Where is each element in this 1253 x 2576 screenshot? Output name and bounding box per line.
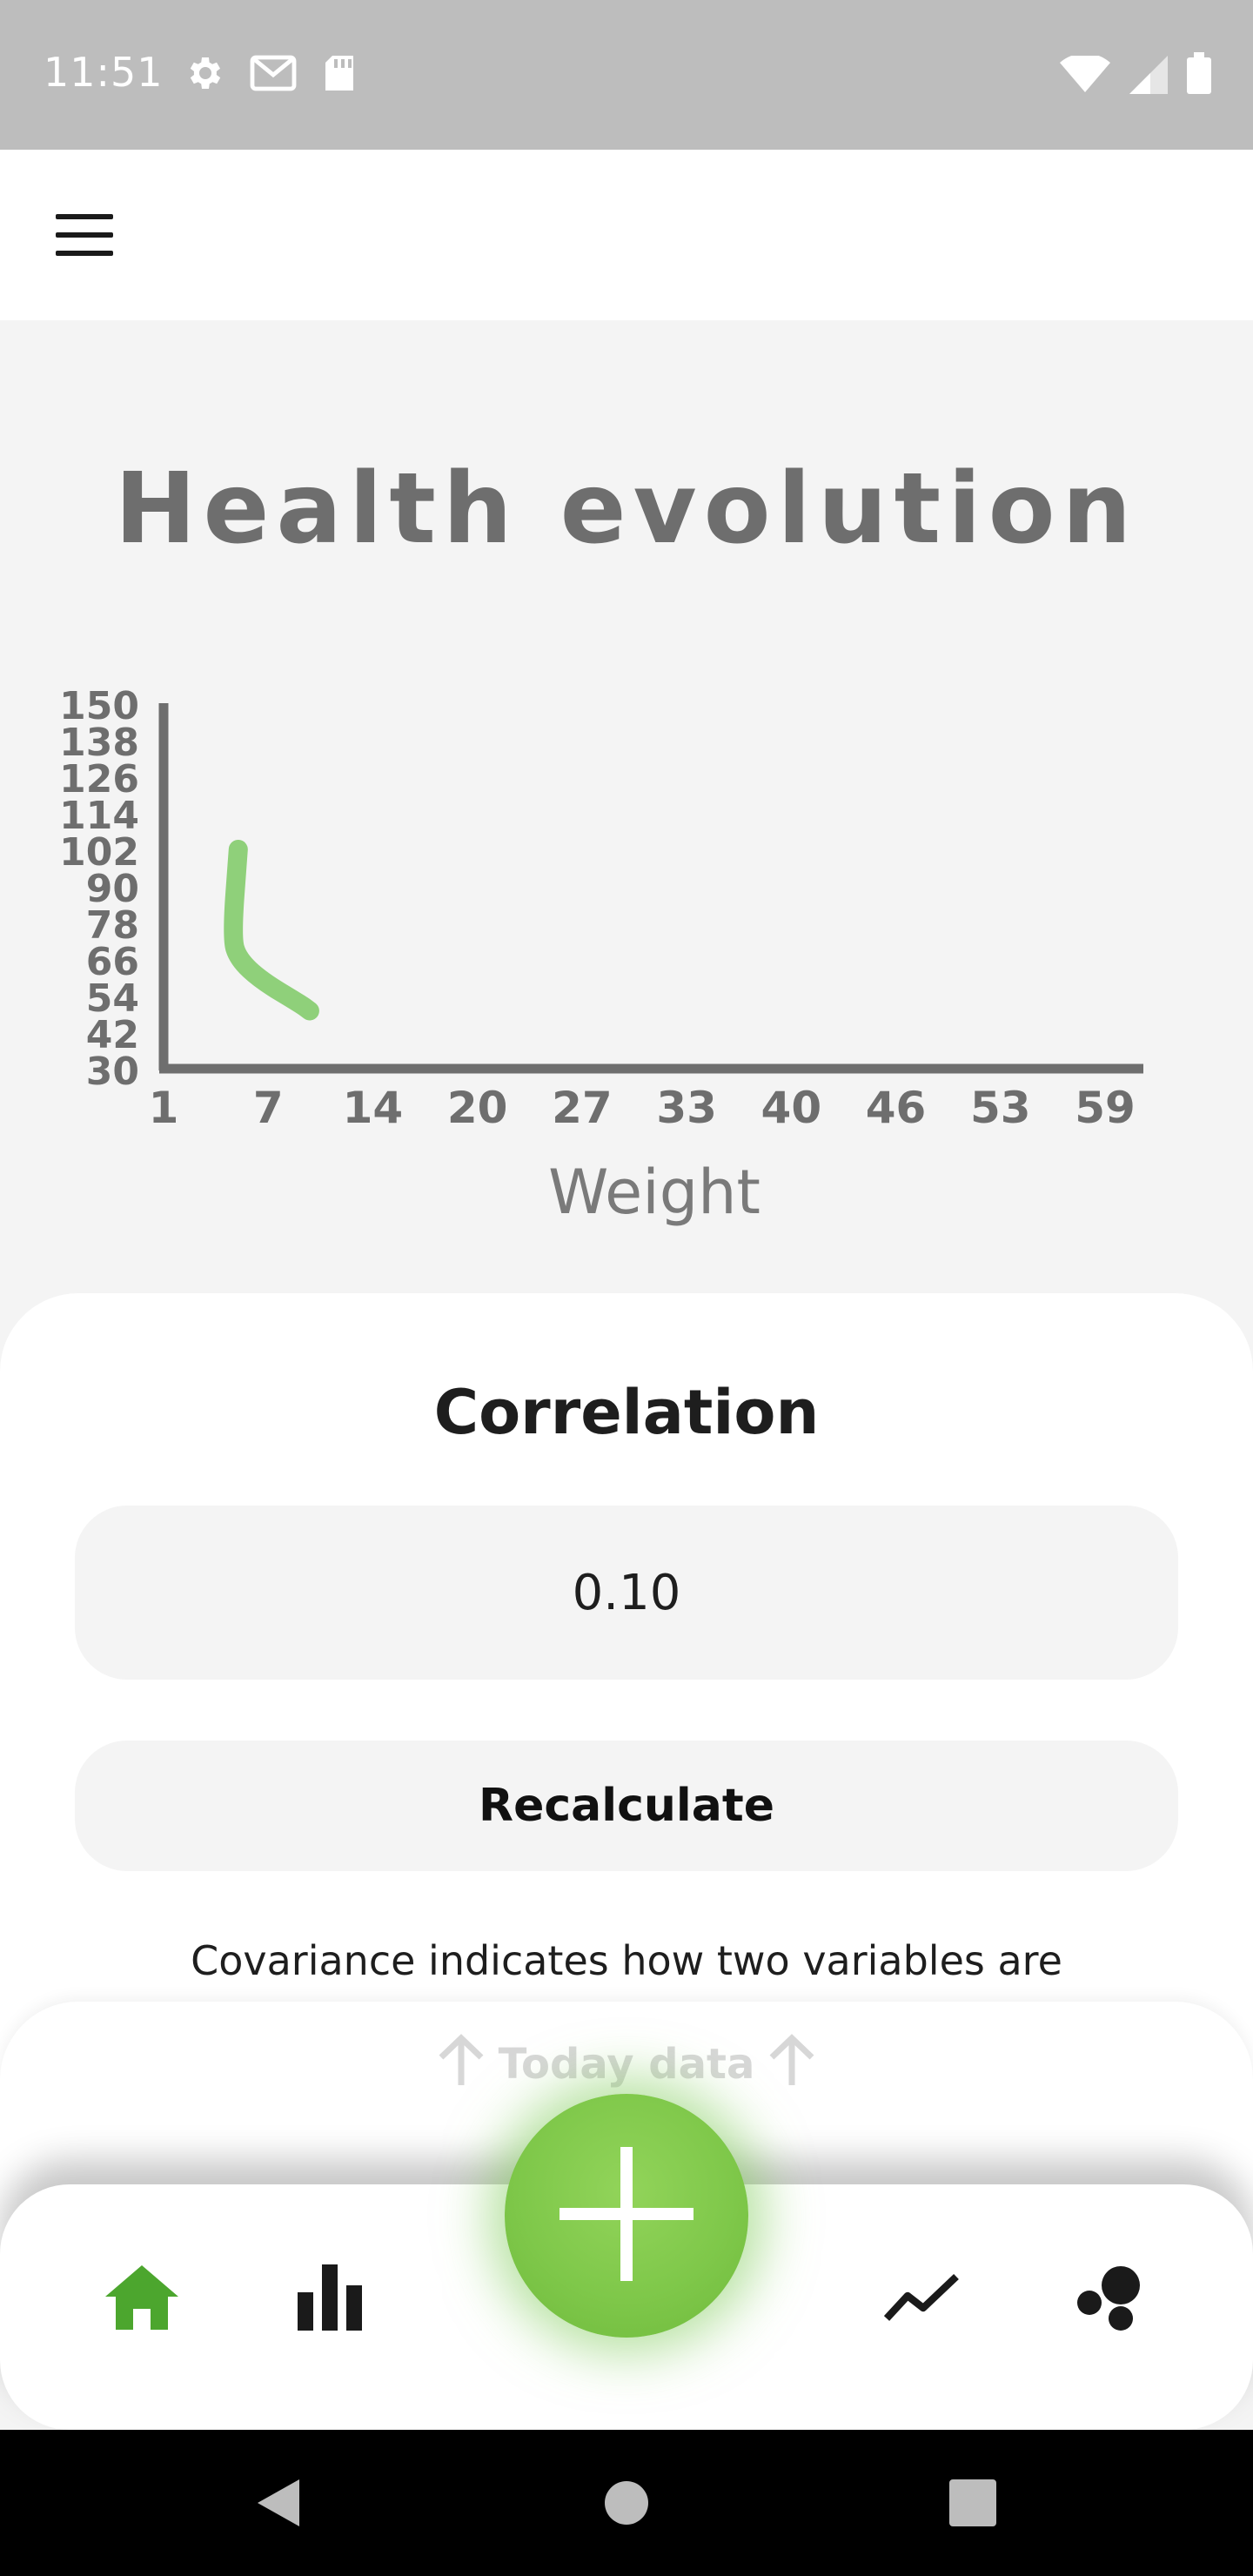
y-tick-label: 102 [59, 830, 139, 875]
gear-icon [183, 52, 224, 97]
recents-icon[interactable] [938, 2468, 1008, 2538]
x-tick-label: 33 [656, 1083, 717, 1133]
x-tick-label: 46 [866, 1083, 927, 1133]
page-title: Health evolution [114, 453, 1139, 566]
app-bar [0, 150, 1253, 320]
y-tick-label: 54 [86, 976, 139, 1021]
battery-icon [1187, 52, 1211, 97]
scatter-dots-icon [1075, 2264, 1145, 2334]
y-tick-label: 78 [86, 903, 139, 948]
x-tick-label: 59 [1075, 1083, 1136, 1133]
arrow-up-icon [767, 2033, 817, 2096]
recalculate-button[interactable]: Recalculate [75, 1741, 1178, 1871]
y-tick-label: 138 [59, 721, 139, 765]
x-tick-label: 1 [149, 1083, 179, 1133]
status-icons-left [183, 52, 357, 97]
nav-home[interactable] [98, 2256, 185, 2343]
y-tick-label: 42 [86, 1013, 139, 1057]
x-tick-label: 14 [343, 1083, 404, 1133]
nav-trend[interactable] [879, 2256, 966, 2343]
sd-card-icon [322, 52, 357, 97]
correlation-sheet: Correlation 0.10 Recalculate Covariance … [0, 1293, 1253, 2163]
correlation-title: Correlation [433, 1377, 820, 1448]
y-tick-label: 90 [86, 867, 139, 911]
nav-stats[interactable] [287, 2256, 374, 2343]
signal-icon [1129, 56, 1168, 97]
y-tick-label: 30 [86, 1050, 139, 1094]
back-icon[interactable] [244, 2468, 313, 2538]
home-icon [102, 2262, 182, 2337]
gmail-icon [249, 52, 298, 97]
today-data-label: Today data [498, 2040, 755, 2089]
status-bar: 11:51 [0, 0, 1253, 150]
home-circle-icon[interactable] [592, 2468, 661, 2538]
trend-line-icon [883, 2271, 962, 2327]
y-tick-label: 66 [86, 940, 139, 984]
y-tick-label: 150 [59, 684, 139, 728]
y-tick-label: 114 [59, 794, 139, 838]
status-icons-right [1060, 52, 1211, 97]
y-tick-label: 126 [59, 757, 139, 802]
chart-series-line [224, 840, 319, 1021]
x-tick-label: 20 [447, 1083, 508, 1133]
correlation-value: 0.10 [572, 1564, 681, 1621]
correlation-description: Covariance indicates how two variables a… [191, 1937, 1062, 1984]
arrow-up-icon [436, 2033, 486, 2096]
bar-chart-icon [298, 2264, 364, 2334]
android-nav-bar [0, 2430, 1253, 2576]
x-tick-label: 53 [970, 1083, 1031, 1133]
x-tick-label: 40 [761, 1083, 822, 1133]
wifi-icon [1060, 53, 1110, 97]
x-tick-label: 7 [253, 1083, 284, 1133]
add-entry-button[interactable] [505, 2094, 748, 2338]
plus-icon [553, 2140, 700, 2291]
recalculate-label: Recalculate [479, 1780, 774, 1832]
x-tick-label: 27 [552, 1083, 613, 1133]
correlation-value-box: 0.10 [75, 1506, 1178, 1680]
x-axis-ticks: 1 7 14 20 27 33 40 46 53 59 [149, 1083, 1136, 1133]
status-time: 11:51 [44, 49, 164, 96]
nav-scatter[interactable] [1067, 2256, 1154, 2343]
hamburger-menu-icon[interactable] [56, 214, 113, 256]
x-axis-label: Weight [548, 1157, 761, 1228]
